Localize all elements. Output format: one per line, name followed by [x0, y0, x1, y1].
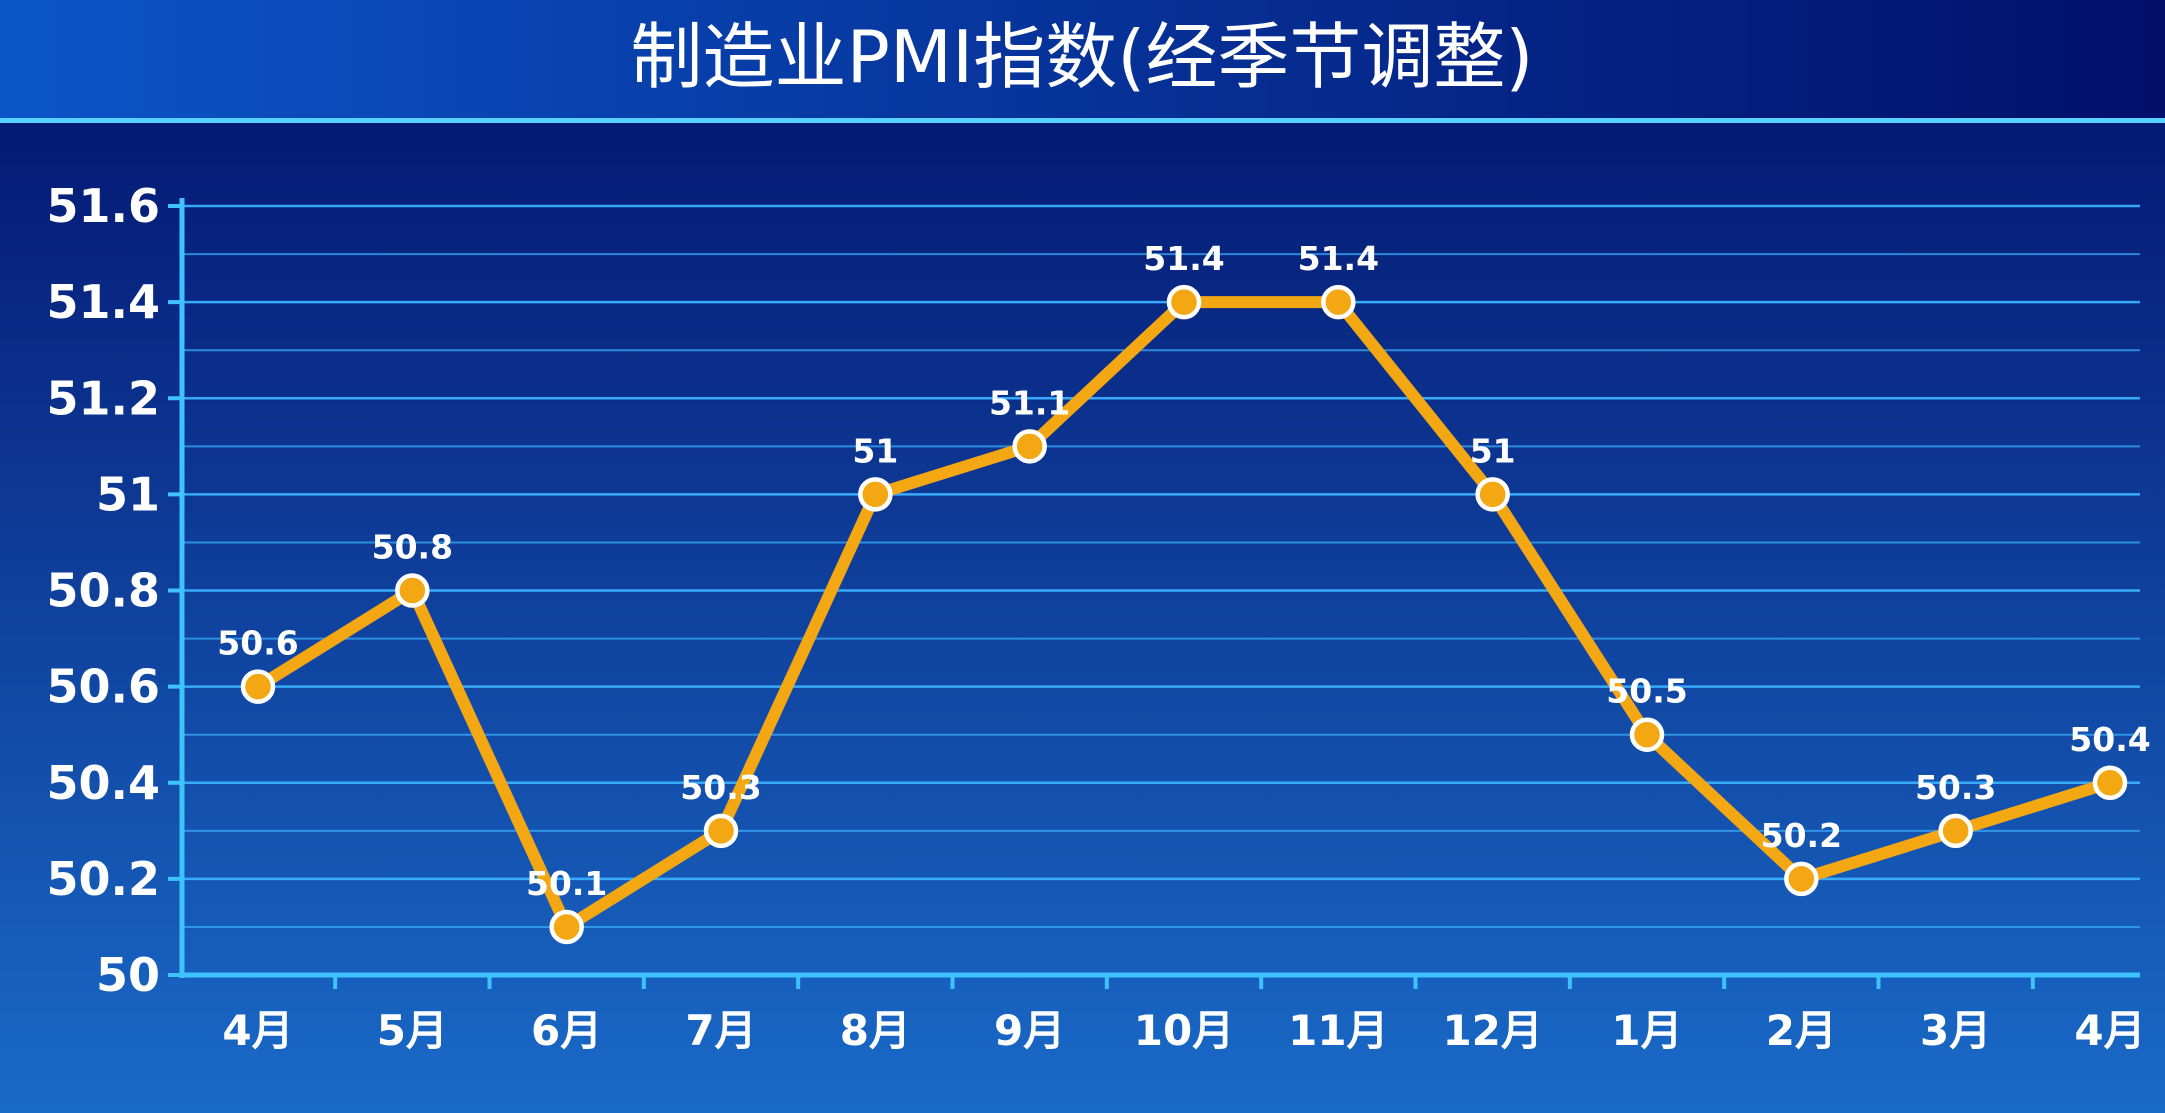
data-point	[395, 573, 430, 608]
data-point	[1938, 813, 1973, 849]
y-tick-label: 51.2	[47, 371, 161, 425]
x-tick-label: 1月	[1611, 1006, 1682, 1055]
data-point	[703, 813, 739, 849]
title-band	[0, 0, 2165, 122]
data-label: 51.4	[1143, 239, 1224, 278]
grid-lines	[182, 204, 2140, 928]
data-label: 51	[1470, 431, 1516, 470]
x-tick-label: 3月	[1920, 1006, 1991, 1055]
data-point	[2092, 765, 2128, 800]
data-point	[1784, 861, 1819, 897]
data-point	[1012, 429, 1047, 464]
data-label: 50.4	[2069, 720, 2150, 759]
data-point	[1321, 284, 1356, 320]
chart-title: 制造业PMI指数(经季节调整)	[631, 15, 1534, 99]
data-point	[1475, 477, 1510, 512]
y-tick-label: 50.2	[47, 852, 161, 906]
data-label: 50.6	[217, 624, 298, 663]
data-labels: 50.6 50.8 50.1 50.3 51 51.1 51.4 51.4 51 50.5 50.2…	[217, 239, 2150, 903]
data-point	[1629, 717, 1665, 752]
x-tick-label: 7月	[685, 1006, 756, 1055]
data-point	[549, 909, 584, 945]
title-band-divider	[0, 118, 2165, 123]
data-label: 50.3	[680, 768, 761, 807]
data-label: 50.8	[372, 528, 453, 567]
data-point	[240, 669, 276, 704]
y-tick-label: 50	[96, 948, 160, 1002]
data-label: 50.2	[1761, 816, 1842, 855]
x-tick-label: 5月	[377, 1006, 448, 1055]
data-label: 51	[852, 431, 898, 470]
data-label: 50.1	[526, 864, 607, 903]
x-tick-label: 4月	[2074, 1006, 2145, 1055]
axes	[168, 198, 2140, 989]
y-tick-label: 50.4	[47, 756, 161, 810]
x-tick-label: 12月	[1442, 1006, 1542, 1055]
x-tick-label: 11月	[1288, 1006, 1388, 1055]
data-label: 51.4	[1298, 239, 1379, 278]
data-label: 51.1	[989, 383, 1070, 422]
y-tick-label: 51.4	[47, 275, 161, 329]
data-point-markers	[240, 284, 2128, 945]
x-tick-label: 8月	[840, 1006, 911, 1055]
y-axis-tick-labels: 50 50.2 50.4 50.6 50.8 51 51.2 51.4 51.6	[47, 179, 161, 1002]
x-tick-label: 2月	[1766, 1006, 1837, 1055]
data-point	[1166, 284, 1202, 320]
y-tick-label: 50.6	[47, 660, 161, 714]
x-tick-label: 10月	[1134, 1006, 1234, 1055]
y-tick-label: 51	[96, 467, 160, 521]
x-tick-label: 6月	[531, 1006, 602, 1055]
y-tick-label: 51.6	[47, 179, 161, 233]
x-axis-tick-labels: 4月 5月 6月 7月 8月 9月 10月 11月 12月 1月 2月 3月 4月	[222, 1006, 2145, 1055]
x-tick-label: 4月	[222, 1006, 293, 1055]
data-point	[858, 477, 893, 512]
data-label: 50.3	[1915, 768, 1996, 807]
data-label: 50.5	[1606, 672, 1687, 711]
y-tick-label: 50.8	[47, 564, 161, 618]
x-tick-label: 9月	[994, 1006, 1065, 1055]
